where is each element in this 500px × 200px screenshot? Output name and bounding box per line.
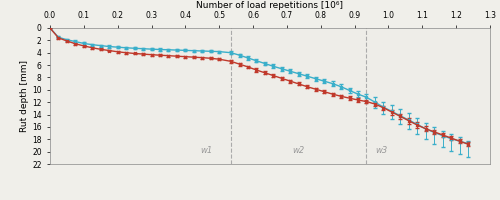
Text: w2: w2 (292, 146, 305, 155)
Text: w1: w1 (200, 146, 212, 155)
Text: w3: w3 (375, 146, 387, 155)
X-axis label: Number of load repetitions [10⁶]: Number of load repetitions [10⁶] (196, 1, 344, 10)
Y-axis label: Rut depth [mm]: Rut depth [mm] (20, 60, 30, 132)
